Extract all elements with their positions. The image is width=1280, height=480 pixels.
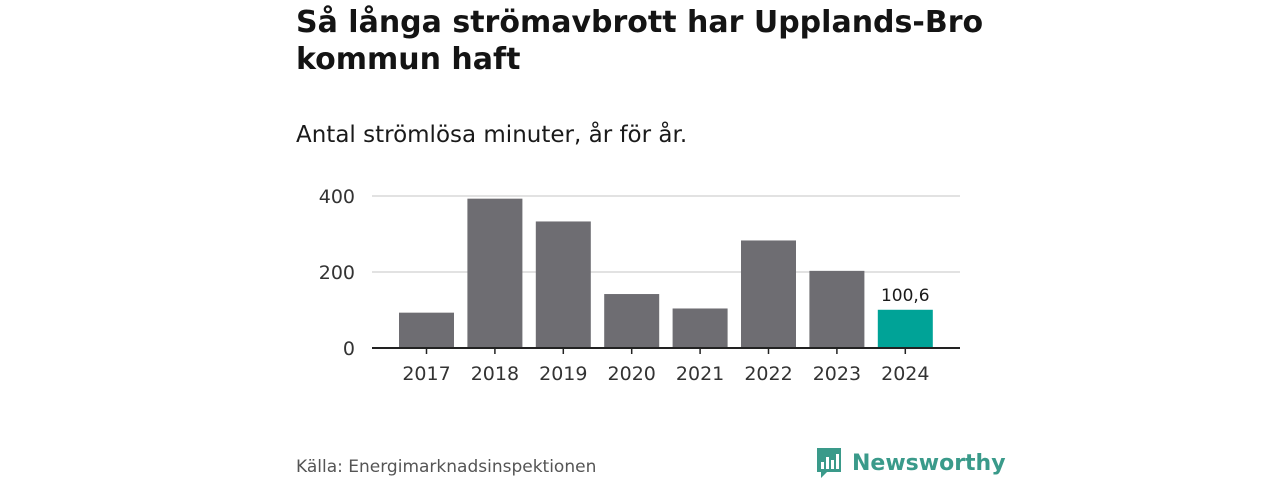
bar	[467, 198, 523, 348]
chart-subtitle: Antal strömlösa minuter, år för år.	[296, 122, 688, 148]
x-tick-label: 2024	[881, 363, 929, 385]
x-tick-label: 2018	[471, 363, 519, 385]
x-tick-label: 2023	[813, 363, 861, 385]
source-note: Källa: Energimarknadsinspektionen	[296, 457, 597, 477]
y-tick-label: 200	[319, 262, 355, 284]
y-tick-label: 400	[319, 186, 355, 208]
x-tick-label: 2020	[608, 363, 656, 385]
x-tick-label: 2021	[676, 363, 724, 385]
x-tick-label: 2017	[402, 363, 450, 385]
bar-chart: 0 200 400 2017 2018 2019 2020 2021 2022 2023 2024 1…	[319, 186, 960, 385]
bar	[877, 309, 933, 348]
bar	[399, 312, 454, 348]
bar	[672, 308, 728, 348]
data-label: 100,6	[881, 286, 930, 306]
x-tick-label: 2019	[539, 363, 587, 385]
bar	[535, 221, 591, 348]
bar	[809, 270, 865, 348]
y-tick-label: 0	[343, 338, 355, 360]
x-tick-label: 2022	[744, 363, 792, 385]
chart-title: Så långa strömavbrott har Upplands-Bro k…	[296, 5, 984, 77]
bar	[604, 294, 660, 348]
bar	[741, 240, 796, 348]
brand-logo: Newsworthy	[815, 446, 1006, 480]
brand-name: Newsworthy	[852, 450, 1006, 476]
bar-chart-icon	[817, 448, 841, 478]
